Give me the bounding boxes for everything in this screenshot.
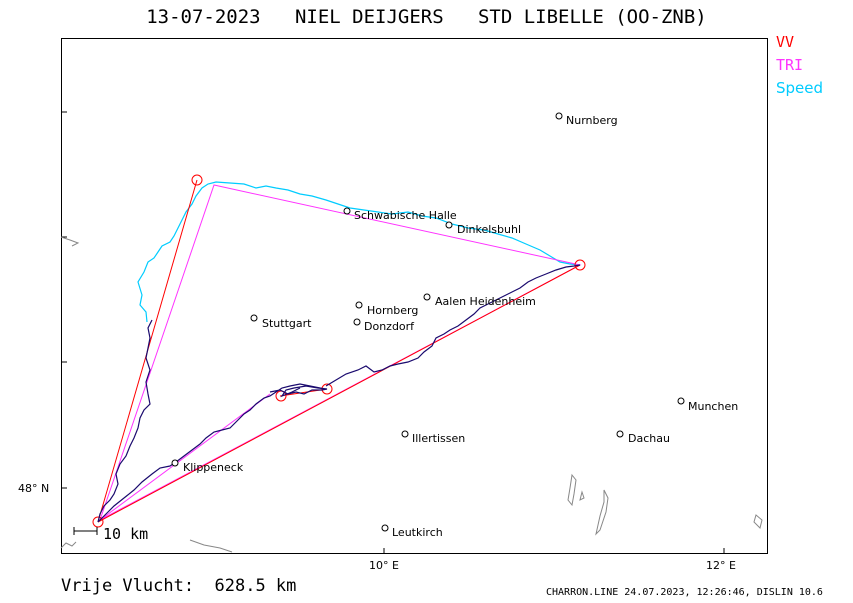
scale-label: 10 km (103, 525, 149, 543)
legend-speed: Speed (776, 79, 824, 97)
city-label: Munchen (688, 400, 739, 413)
lat-ticks (61, 111, 67, 489)
city-label: Stuttgart (262, 317, 312, 330)
distance-readout: Vrije Vlucht: 628.5 km (61, 576, 297, 596)
city-label: Leutkirch (392, 526, 443, 539)
geo-outlines (60, 236, 763, 553)
lon-ticks (383, 548, 725, 554)
city-label: Hornberg (367, 304, 419, 317)
lat-label: 48° N (18, 482, 50, 495)
map-frame (61, 38, 768, 554)
legend-vv: VV (776, 33, 795, 51)
scale-bar (73, 527, 98, 535)
city-label: Aalen Heidenheim (435, 295, 536, 308)
city-markers (171, 112, 685, 532)
speed-trace (137, 181, 581, 323)
legend-tri: TRI (776, 56, 804, 74)
city-label: Donzdorf (364, 320, 415, 333)
city-label: Schwabische Halle (354, 209, 457, 222)
lon-label: 10° E (369, 559, 399, 572)
city-label: Klippeneck (183, 461, 244, 474)
lon-label: 12° E (706, 559, 736, 572)
city-label: Nurnberg (566, 114, 618, 127)
city-label: Dachau (628, 432, 670, 445)
page-title: 13-07-2023 NIEL DEIJGERS STD LIBELLE (OO… (146, 6, 707, 28)
city-label: Illertissen (412, 432, 466, 445)
city-label: Dinkelsbuhl (457, 223, 522, 236)
credit-line: CHARRON.LINE 24.07.2023, 12:26:46, DISLI… (546, 587, 823, 598)
flight-track (97, 264, 581, 523)
